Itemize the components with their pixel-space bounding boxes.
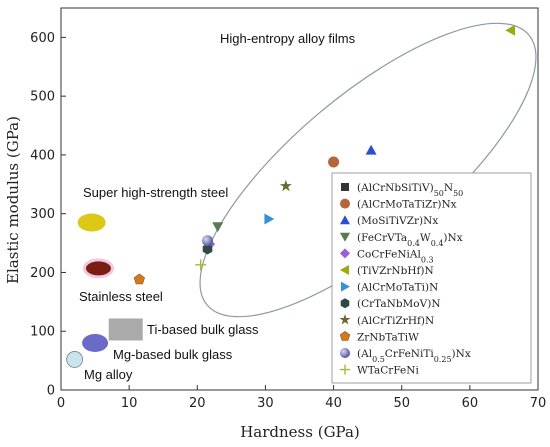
material-regions: Super high-strength steel Stainless steel… (66, 185, 259, 382)
x-tick-label: 10 (121, 396, 138, 411)
legend-marker (340, 232, 350, 242)
data-point (195, 259, 207, 271)
legend-entry-label: (AlCrTiZrHf)N (357, 315, 434, 327)
x-tick-label: 70 (530, 396, 547, 411)
region-mg-based-bulk-glass (82, 333, 109, 352)
data-point (202, 235, 214, 247)
y-tick-label: 600 (30, 31, 55, 46)
legend-entry-label: WTaCrFeNi (357, 365, 419, 377)
region-label-stainless-steel: Stainless steel (79, 289, 163, 304)
legend-entry-label: (AlCrMoTaTi)N (357, 282, 438, 294)
x-tick-label: 50 (393, 396, 410, 411)
legend-marker (339, 314, 351, 325)
y-tick-label: 400 (30, 148, 55, 163)
y-tick-label: 200 (30, 266, 55, 281)
legend-marker (340, 348, 350, 358)
legend-entry-label: (FeCrVTa0.4W0.4)Nx (357, 232, 463, 248)
legend-box (331, 172, 532, 384)
legend-entry-label: (Al0.5CrFeNiTi0.25)Nx (357, 348, 471, 364)
legend-entry-label: CoCrFeNiAl0.3 (357, 248, 434, 264)
region-ti-based-bulk-glass (108, 318, 143, 341)
plot-area (60, 7, 539, 391)
region-label-mg-based-bulk-glass: Mg-based bulk glass (113, 347, 233, 362)
legend-marker (340, 215, 350, 225)
region-mg-alloy (66, 351, 84, 368)
legend-entry-label: (TiVZrNbHf)N (357, 265, 434, 277)
legend-entry-label: (CrTaNbMoV)N (357, 298, 441, 310)
data-point (279, 179, 292, 192)
x-tick-label: 40 (325, 396, 342, 411)
region-stainless-steel (82, 258, 114, 279)
legend-marker (341, 281, 350, 292)
data-point (328, 156, 340, 168)
legend-marker (340, 364, 350, 375)
legend-entry-label: ZrNbTaTiW (357, 331, 419, 343)
region-label-mg-alloy: Mg alloy (84, 367, 133, 382)
axes-ticks: 0 10 20 30 40 50 60 70 0 100 200 300 400 500 600 (30, 31, 546, 411)
data-point (212, 222, 224, 233)
y-tick-label: 100 (30, 325, 55, 340)
legend-marker (341, 183, 349, 191)
legend-entry-label: (AlCrNbSiTiV)50N50 (357, 182, 463, 198)
x-axis-title: Hardness (GPa) (240, 423, 360, 441)
x-tick-label: 30 (257, 396, 274, 411)
data-point (133, 273, 145, 285)
region-super-high-strength-steel (77, 213, 106, 232)
x-tick-label: 0 (57, 396, 65, 411)
high-entropy-annotation: High-entropy alloy films (220, 31, 356, 46)
y-tick-label: 300 (30, 207, 55, 222)
data-point (264, 213, 275, 225)
y-tick-label: 0 (47, 384, 55, 399)
x-tick-label: 60 (462, 396, 479, 411)
legend-marker (340, 265, 349, 275)
legend: (AlCrNbSiTiV)50N50(AlCrMoTaTiZr)Nx (MoSiT… (331, 172, 532, 384)
legend-entry-label: (AlCrMoTaTiZr)Nx (357, 199, 457, 211)
data-point (505, 24, 516, 36)
legend-marker (339, 331, 351, 341)
region-label-ti-based-bulk-glass: Ti-based bulk glass (147, 322, 259, 337)
legend-marker (340, 198, 350, 209)
y-axis-title: Elastic modulus (GPa) (4, 116, 22, 284)
data-point (365, 144, 377, 155)
y-tick-label: 500 (30, 90, 55, 105)
region-label-super-high-strength-steel: Super high-strength steel (83, 185, 228, 200)
legend-marker (340, 298, 350, 309)
legend-entry-label: (MoSiTiVZr)Nx (357, 215, 438, 227)
legend-marker (340, 248, 350, 259)
x-tick-label: 20 (189, 396, 206, 411)
data-point (202, 243, 213, 255)
